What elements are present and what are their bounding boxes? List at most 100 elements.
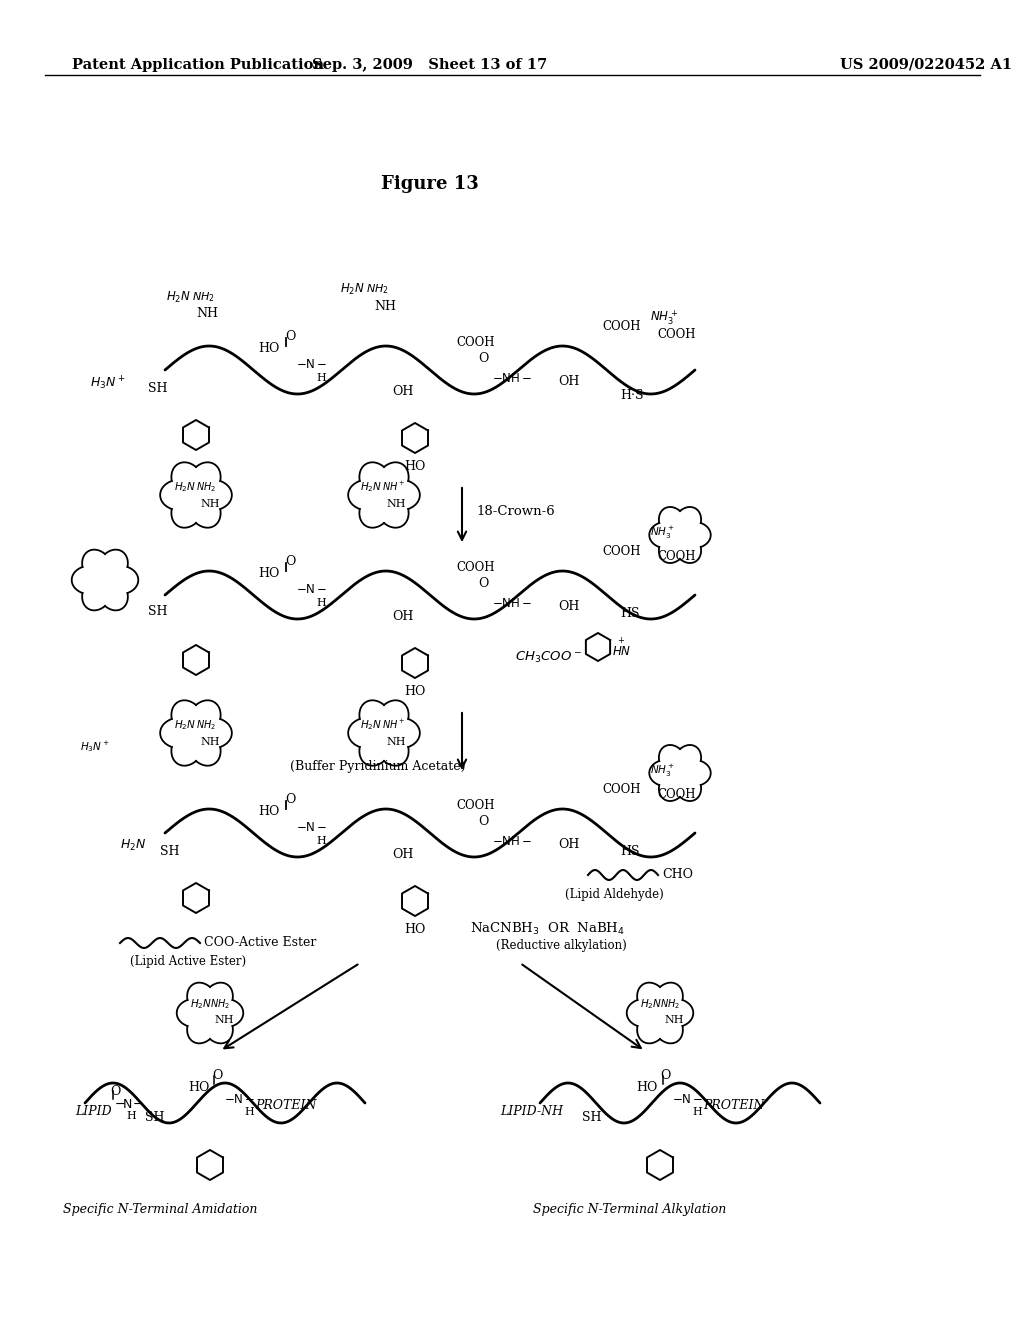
Text: HS: HS: [620, 607, 640, 620]
Text: HO: HO: [404, 459, 425, 473]
Text: OH: OH: [558, 838, 580, 851]
Text: COOH: COOH: [657, 327, 695, 341]
Text: O: O: [478, 352, 488, 366]
Text: COOH: COOH: [657, 550, 695, 564]
Text: $NH_2$: $NH_2$: [193, 290, 215, 304]
Text: $-\mathrm{N}-$: $-\mathrm{N}-$: [296, 583, 328, 597]
Text: H: H: [316, 598, 326, 609]
Text: NaCNBH$_3$  OR  NaBH$_4$: NaCNBH$_3$ OR NaBH$_4$: [470, 921, 625, 937]
Text: OH: OH: [392, 847, 414, 861]
Text: O: O: [660, 1069, 671, 1082]
Text: LIPID-NH: LIPID-NH: [500, 1105, 563, 1118]
Text: CHO: CHO: [662, 869, 693, 880]
Text: $-\mathrm{NH}-$: $-\mathrm{NH}-$: [492, 836, 532, 847]
Text: $NH_2$: $NH_2$: [210, 997, 230, 1011]
Text: PROTEIN: PROTEIN: [255, 1100, 316, 1111]
Text: $NH_3^+$: $NH_3^+$: [650, 308, 678, 327]
Text: OH: OH: [558, 375, 580, 388]
Text: (Buffer Pyridinium Acetate): (Buffer Pyridinium Acetate): [290, 760, 466, 774]
Text: HO: HO: [636, 1081, 657, 1094]
Text: NH: NH: [386, 737, 406, 747]
Text: O: O: [285, 330, 295, 343]
Text: NH: NH: [200, 499, 219, 510]
Text: NH: NH: [196, 308, 218, 319]
Text: Figure 13: Figure 13: [381, 176, 479, 193]
Text: H: H: [316, 374, 326, 383]
Text: $H_2N$: $H_2N$: [174, 718, 197, 731]
Text: COO-Active Ester: COO-Active Ester: [204, 936, 316, 949]
Text: H: H: [126, 1111, 136, 1121]
Text: US 2009/0220452 A1: US 2009/0220452 A1: [840, 58, 1012, 73]
Text: $-\mathrm{NH}-$: $-\mathrm{NH}-$: [492, 372, 532, 385]
Text: $NH^+$: $NH^+$: [382, 480, 406, 494]
Text: OH: OH: [392, 385, 414, 399]
Text: HO: HO: [258, 805, 280, 818]
Text: $H_3N^+$: $H_3N^+$: [90, 375, 126, 392]
Text: HO: HO: [188, 1081, 209, 1094]
Text: $H_2N$: $H_2N$: [120, 838, 146, 853]
Text: H: H: [692, 1107, 701, 1117]
Text: H: H: [316, 836, 326, 846]
Text: NH: NH: [200, 737, 219, 747]
Text: Patent Application Publication: Patent Application Publication: [72, 58, 324, 73]
Text: $NH_3^+$: $NH_3^+$: [650, 763, 675, 779]
Text: O: O: [285, 554, 295, 568]
Text: $H_2N$: $H_2N$: [174, 480, 197, 494]
Text: $NH_2$: $NH_2$: [196, 718, 216, 731]
Text: SH: SH: [160, 845, 179, 858]
Text: OH: OH: [392, 610, 414, 623]
Text: SH: SH: [148, 605, 168, 618]
Text: O: O: [212, 1069, 222, 1082]
Text: 18-Crown-6: 18-Crown-6: [476, 506, 555, 517]
Text: COOH: COOH: [456, 337, 495, 348]
Text: $CH_3COO^-$: $CH_3COO^-$: [515, 649, 582, 665]
Text: COOH: COOH: [456, 799, 495, 812]
Text: HO: HO: [258, 342, 280, 355]
Text: $-\mathrm{N}-$: $-\mathrm{N}-$: [224, 1093, 256, 1106]
Text: COOH: COOH: [657, 788, 695, 801]
Text: $NH_3^+$: $NH_3^+$: [650, 525, 675, 541]
Text: HO: HO: [258, 568, 280, 579]
Text: PROTEIN: PROTEIN: [703, 1100, 765, 1111]
Text: Specific N-Terminal Alkylation: Specific N-Terminal Alkylation: [534, 1203, 727, 1216]
Text: $-\!\mathrm{N}\!-$: $-\!\mathrm{N}\!-$: [114, 1098, 143, 1111]
Text: COOH: COOH: [602, 783, 640, 796]
Text: O: O: [478, 577, 488, 590]
Text: COOH: COOH: [456, 561, 495, 574]
Text: $-\mathrm{N}-$: $-\mathrm{N}-$: [296, 821, 328, 834]
Text: $NH^+$: $NH^+$: [382, 718, 406, 731]
Text: NH: NH: [214, 1015, 233, 1026]
Text: HS: HS: [620, 845, 640, 858]
Text: $H_2N$: $H_2N$: [190, 997, 212, 1011]
Text: NH: NH: [664, 1015, 683, 1026]
Text: (Reductive alkylation): (Reductive alkylation): [496, 939, 627, 952]
Text: COOH: COOH: [602, 319, 640, 333]
Text: $NH_2$: $NH_2$: [366, 282, 389, 296]
Text: H: H: [244, 1107, 254, 1117]
Text: HO: HO: [404, 685, 425, 698]
Text: $H_2N$: $H_2N$: [360, 480, 382, 494]
Text: SH: SH: [582, 1111, 601, 1125]
Text: $NH_2$: $NH_2$: [660, 997, 680, 1011]
Text: OH: OH: [558, 601, 580, 612]
Text: $-\mathrm{N}-$: $-\mathrm{N}-$: [672, 1093, 703, 1106]
Text: COOH: COOH: [602, 545, 640, 558]
Text: NH: NH: [374, 300, 396, 313]
Text: $H_3N^+$: $H_3N^+$: [80, 739, 110, 755]
Text: $-\mathrm{N}-$: $-\mathrm{N}-$: [296, 358, 328, 371]
Text: $H_2N$: $H_2N$: [340, 282, 365, 297]
Text: $H_2N$: $H_2N$: [166, 290, 190, 305]
Text: SH: SH: [148, 381, 168, 395]
Text: $-\mathrm{NH}-$: $-\mathrm{NH}-$: [492, 597, 532, 610]
Text: $H_2N$: $H_2N$: [640, 997, 663, 1011]
Text: O: O: [478, 814, 488, 828]
Text: $NH_2$: $NH_2$: [196, 480, 216, 494]
Text: (Lipid Active Ester): (Lipid Active Ester): [130, 954, 246, 968]
Text: LIPID: LIPID: [75, 1105, 112, 1118]
Text: H$\cdot$S: H$\cdot$S: [620, 388, 644, 403]
Text: HO: HO: [404, 923, 425, 936]
Text: $\overset{+}{HN}$: $\overset{+}{HN}$: [612, 638, 632, 659]
Text: SH: SH: [145, 1111, 165, 1125]
Text: O: O: [110, 1085, 121, 1098]
Text: NH: NH: [386, 499, 406, 510]
